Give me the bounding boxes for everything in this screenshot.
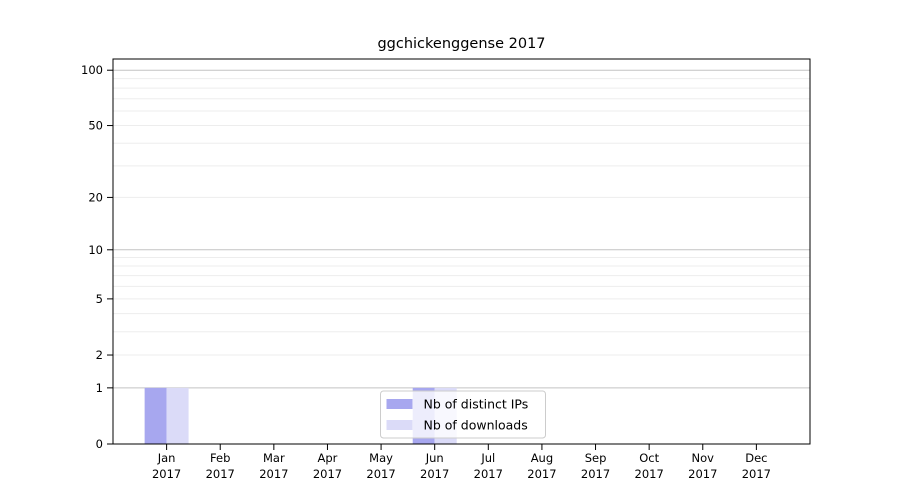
x-tick-label-month: May xyxy=(369,451,393,465)
y-tick-label: 2 xyxy=(96,348,103,362)
y-tick-label: 20 xyxy=(88,190,103,204)
plot-border xyxy=(112,58,811,445)
legend-swatch xyxy=(386,399,413,409)
y-tick-label: 0 xyxy=(96,437,103,451)
bar-jan-series1 xyxy=(166,387,189,444)
x-tick-label-month: Dec xyxy=(745,451,767,465)
x-tick-label-year: 2017 xyxy=(206,467,235,481)
legend-label: Nb of downloads xyxy=(424,418,528,433)
x-tick-label-month: Apr xyxy=(318,451,338,465)
x-tick-label-year: 2017 xyxy=(635,467,664,481)
x-tick-label-month: Aug xyxy=(531,451,553,465)
x-tick-label-month: Nov xyxy=(692,451,715,465)
bar-jan-series0 xyxy=(144,387,167,444)
x-tick-label-year: 2017 xyxy=(313,467,342,481)
x-tick-label-year: 2017 xyxy=(581,467,610,481)
x-tick-label-month: Sep xyxy=(585,451,607,465)
legend-box xyxy=(380,390,546,439)
y-tick-label: 10 xyxy=(88,243,103,257)
x-tick-label-year: 2017 xyxy=(474,467,503,481)
x-tick-label-month: Jan xyxy=(157,451,176,465)
x-tick-label-year: 2017 xyxy=(366,467,395,481)
y-tick-label: 50 xyxy=(88,119,103,133)
x-tick-label-month: Oct xyxy=(639,451,659,465)
x-tick-label-year: 2017 xyxy=(742,467,771,481)
x-tick-label-month: Jun xyxy=(425,451,444,465)
legend-label: Nb of distinct IPs xyxy=(424,397,529,412)
x-tick-label-month: Feb xyxy=(210,451,230,465)
x-tick-label-year: 2017 xyxy=(420,467,449,481)
x-tick-label-year: 2017 xyxy=(152,467,181,481)
x-tick-label-year: 2017 xyxy=(527,467,556,481)
x-tick-label-month: Mar xyxy=(263,451,285,465)
chart-title: ggchickenggense 2017 xyxy=(377,36,546,52)
y-tick-label: 1 xyxy=(96,381,103,395)
y-tick-label: 5 xyxy=(96,292,103,306)
x-tick-label-year: 2017 xyxy=(688,467,717,481)
y-tick-label: 100 xyxy=(81,63,103,77)
x-tick-label-year: 2017 xyxy=(259,467,288,481)
legend-swatch xyxy=(386,420,413,430)
x-tick-label-month: Jul xyxy=(480,451,495,465)
